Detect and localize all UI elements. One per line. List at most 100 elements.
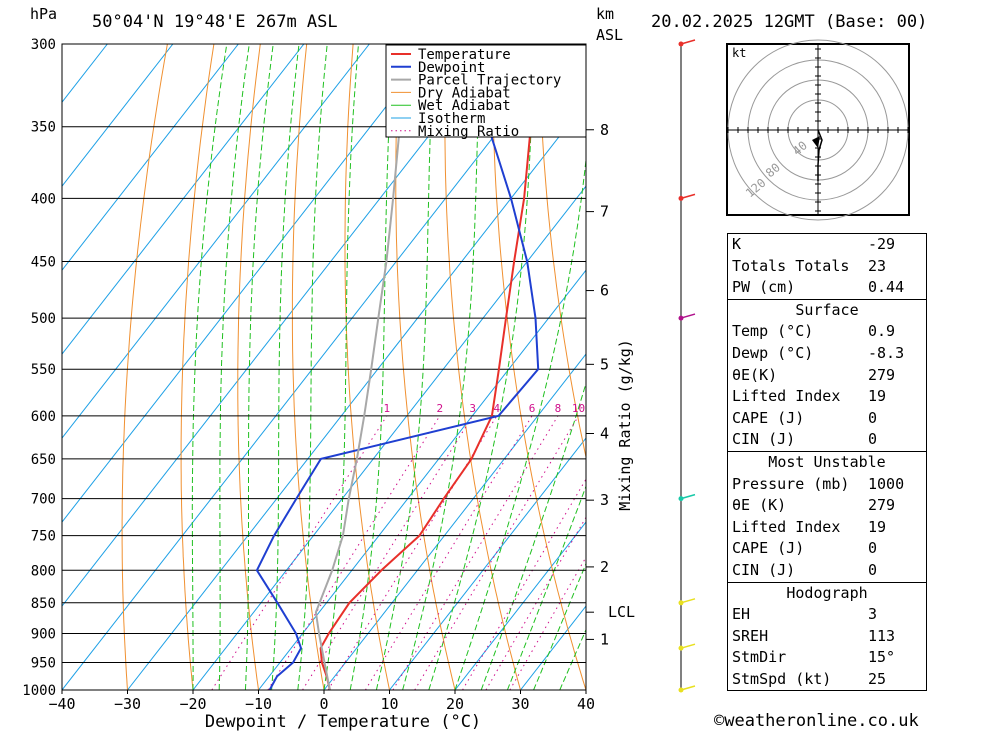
pressure-tick-label: 750: [31, 529, 56, 545]
mixing-ratio-label: 8: [555, 402, 562, 415]
dry-adiabat-line: [957, 44, 1000, 690]
dry-adiabat-line: [491, 44, 586, 690]
km-tick-label: 7: [600, 203, 609, 221]
mixing-ratio-axis-label: Mixing Ratio (g/kg): [616, 339, 634, 511]
mixing-ratio-line: [267, 415, 441, 690]
isotherm-line: [323, 353, 586, 690]
pressure-tick-label: 650: [31, 452, 56, 468]
wind-barb: [680, 39, 696, 45]
pressure-tick-label: 400: [31, 191, 56, 207]
legend-entry: Isotherm: [418, 111, 485, 127]
km-tick-label: 3: [600, 491, 609, 509]
wet-adiabat-line: [271, 44, 300, 690]
most-unstable-section: Most Unstable Pressure (mb) 1000 θE (K) 27…: [728, 450, 926, 582]
pressure-tick-label: 900: [31, 626, 56, 642]
isotherm-line: [62, 44, 501, 607]
wet-adiabat-line: [533, 562, 586, 690]
surface-title: Surface: [795, 300, 859, 319]
legend-entry: Wet Adiabat: [418, 98, 511, 114]
wet-adiabat-line: [402, 44, 481, 690]
hodograph-title: Hodograph: [786, 583, 868, 602]
km-tick-label: 6: [600, 282, 609, 300]
x-tick-label: 0: [319, 695, 328, 713]
x-tick-label: −30: [114, 695, 141, 713]
wet-adiabat-line: [297, 44, 328, 690]
pressure-tick-label: 700: [31, 492, 56, 508]
x-tick-label: −40: [48, 695, 75, 713]
mixing-ratio-line: [364, 415, 533, 690]
index-row-pw: PW (cm) 0.44: [732, 278, 905, 297]
x-tick-label: −20: [179, 695, 206, 713]
isotherm-line: [192, 185, 586, 690]
mixing-ratio-label: 4: [493, 402, 500, 415]
wind-barb: [680, 493, 696, 500]
surface-section: Surface Temp (°C) 0.9 Dewp (°C) -8.3 θE(K)…: [728, 298, 926, 451]
wet-adiabat-line: [454, 155, 586, 690]
x-tick-label: −10: [245, 695, 272, 713]
km-tick-label: 2: [600, 558, 609, 576]
pressure-tick-label: 950: [31, 655, 56, 671]
index-row-totals: Totals Totals 23: [732, 256, 887, 275]
km-tick-label: 4: [600, 425, 609, 443]
sounding-datetime: 20.02.2025 12GMT (Base: 00): [651, 12, 928, 32]
most-unstable-title: Most Unstable: [768, 452, 886, 471]
isotherm-line: [258, 269, 586, 690]
pressure-tick-label: 600: [31, 409, 56, 425]
hodograph-trace: [817, 129, 823, 181]
index-row-k: K -29: [732, 235, 896, 253]
mixing-ratio-label: 10: [572, 402, 585, 415]
wet-adiabat-line: [349, 44, 395, 690]
km-tick-label: 1: [600, 630, 609, 648]
mixing-ratio-line: [414, 415, 580, 690]
mixing-ratio-label: 2: [437, 402, 444, 415]
wet-adiabat-line: [191, 44, 228, 690]
wet-adiabat-line: [218, 44, 250, 690]
wind-barb: [680, 193, 696, 200]
mixing-ratio-line: [509, 556, 586, 690]
isotherm-line: [62, 44, 436, 523]
temperature-profile: [319, 44, 541, 690]
pressure-tick-label: 850: [31, 596, 56, 612]
parcel-trajectory-profile: [314, 44, 410, 690]
dry-adiabat-line: [180, 44, 215, 690]
x-tick-label: 10: [380, 695, 398, 713]
pressure-tick-label: 500: [31, 311, 56, 327]
isotherm-line: [127, 101, 586, 690]
copyright-link[interactable]: ©weatheronline.co.uk: [714, 711, 919, 731]
storm-motion-marker: [812, 136, 820, 148]
legend-entry: Temperature: [418, 47, 511, 63]
isotherm-line: [62, 44, 174, 187]
isotherm-line: [62, 44, 305, 355]
mixing-ratio-label: 3: [469, 402, 476, 415]
wet-adiabat-line: [323, 44, 359, 690]
hodograph-unit: kt: [732, 46, 746, 60]
legend-entry: Dewpoint: [418, 60, 485, 76]
lcl-label: LCL: [608, 603, 635, 621]
mixing-ratio-label: 1: [383, 402, 390, 415]
asl-unit-label: ASL: [596, 26, 624, 44]
hodograph-section: Hodograph EH 3 SREH 113 StmDir 15° StmSpd (…: [728, 581, 926, 691]
dry-adiabat-line: [538, 44, 586, 460]
pressure-tick-label: 800: [31, 563, 56, 579]
isotherm-line: [454, 521, 586, 690]
pressure-tick-label: 550: [31, 362, 56, 378]
wind-barb: [680, 313, 696, 319]
km-tick-label: 8: [600, 121, 609, 139]
km-tick-label: 5: [600, 355, 609, 373]
km-unit-label: km: [596, 5, 615, 23]
mixing-ratio-line: [392, 415, 559, 690]
wind-barb: [680, 643, 696, 649]
legend-entry: Parcel Trajectory: [418, 73, 561, 89]
pressure-tick-label: 300: [31, 37, 56, 53]
pressure-unit-label: hPa: [30, 5, 58, 23]
x-tick-label: 20: [446, 695, 464, 713]
mixing-ratio-label: 6: [529, 402, 536, 415]
legend-entry: Mixing Ratio: [418, 124, 519, 140]
wet-adiabat-line: [244, 44, 274, 690]
pressure-tick-label: 350: [31, 120, 56, 136]
dry-adiabat-line: [444, 44, 521, 690]
wind-barb: [680, 685, 696, 691]
isotherm-line: [62, 44, 239, 271]
